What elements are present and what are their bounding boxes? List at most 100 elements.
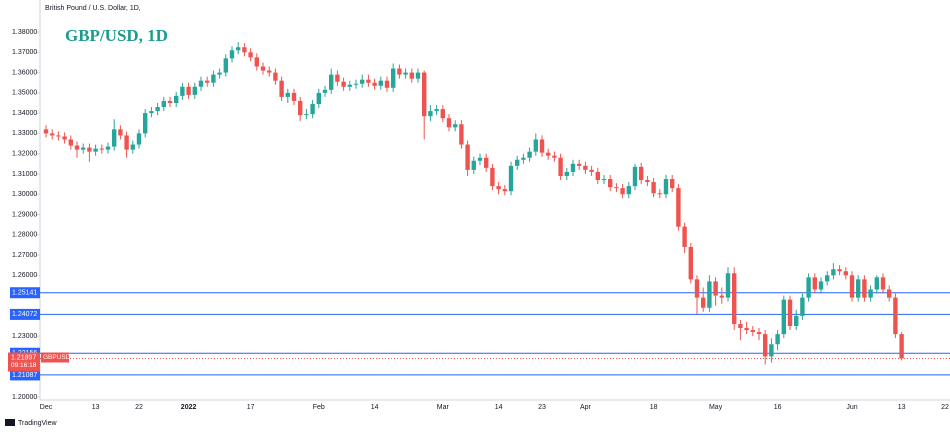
candle-body [56,135,61,137]
candle-body [775,334,780,345]
candle-body [198,80,204,87]
candle-body [409,72,414,79]
y-tick-label: 1.37000 [12,49,37,56]
x-tick-label: 14 [371,404,379,411]
candle-body [217,72,222,75]
candle-body [732,273,737,324]
candle-body [812,277,817,290]
candle-body [397,68,402,75]
x-tick-label: Jun [846,404,857,411]
candle-body [831,269,836,276]
y-tick-label: 1.32000 [12,151,37,158]
candle-body [608,179,613,188]
candle-body [285,92,290,97]
candle-body [372,82,377,86]
candle-body [254,57,259,67]
y-tick-label: 1.28000 [12,232,37,239]
x-tick-label: Dec [40,404,53,411]
candle-body [880,277,886,290]
symbol-box [41,352,69,363]
x-tick-label: 22 [941,404,949,411]
candle-body [143,113,148,134]
candle-body [341,81,346,87]
x-tick-label: Apr [580,404,592,411]
candle-body [769,344,774,357]
x-tick-label: 13 [898,404,906,411]
x-tick-label: 22 [135,404,143,411]
candle-body [800,297,805,316]
candle-body [645,180,650,183]
level-label-box [10,308,40,320]
candle-body [626,186,631,195]
level-label-box [10,287,40,299]
candle-body [136,133,142,145]
candle-body [378,80,383,86]
candle-body [682,226,687,247]
candle-body [694,279,700,298]
candle-body [521,157,526,160]
candle-body [471,160,476,170]
y-tick-label: 1.35000 [12,90,37,97]
y-tick-label: 1.23000 [12,333,37,340]
candle-body [837,269,842,272]
y-tick-label: 1.20000 [12,394,37,401]
candle-body [229,50,235,59]
candle-body [192,86,197,95]
candle-body [267,70,272,73]
candle-body [446,118,452,128]
candle-body [794,315,799,327]
candle-body [273,72,278,81]
candle-body [893,297,898,335]
candle-body [651,182,656,194]
y-tick-label: 1.29000 [12,211,37,218]
candle-body [868,289,873,298]
candle-body [161,100,166,108]
candle-body [415,72,421,79]
candle-body [205,80,210,83]
candle-body [465,144,470,170]
candle-body [453,124,458,128]
candle-body [260,66,266,71]
x-tick-label: Feb [313,404,325,411]
candle-body [552,155,557,158]
candle-body [725,273,731,298]
x-tick-label: 2022 [181,404,197,411]
candle-body [843,271,848,276]
candle-body [440,109,445,119]
candle-body [62,136,67,140]
candle-body [806,277,811,298]
candle-body [279,80,284,97]
candle-body [180,86,185,96]
x-tick-label: 16 [774,404,782,411]
candle-body [899,334,904,359]
candle-body [719,295,724,298]
candle-body [236,47,241,51]
candle-body [539,139,545,153]
symbol-label: GBPUSD [43,354,71,361]
candle-body [614,187,619,189]
countdown: 09:16:18 [11,362,37,369]
candle-body [756,332,762,335]
candle-body [818,281,824,290]
candle-body [118,129,123,136]
candle-body [577,163,582,166]
candle-body [124,135,129,150]
y-tick-label: 1.26000 [12,272,37,279]
candle-body [862,279,867,298]
level-label: 1.21087 [12,372,37,379]
candle-body [620,188,625,195]
candle-body [434,109,439,112]
candle-body [663,179,669,195]
candle-body [366,79,371,83]
last-price-label: 1.21897 [11,354,36,361]
level-label: 1.25141 [12,290,37,297]
candle-body [849,275,855,298]
x-tick-label: 14 [495,404,503,411]
candle-body [874,277,879,290]
candle-body [81,147,86,150]
x-tick-label: 18 [650,404,658,411]
x-tick-label: Mar [437,404,450,411]
candle-body [484,157,489,168]
candle-body [763,334,768,357]
